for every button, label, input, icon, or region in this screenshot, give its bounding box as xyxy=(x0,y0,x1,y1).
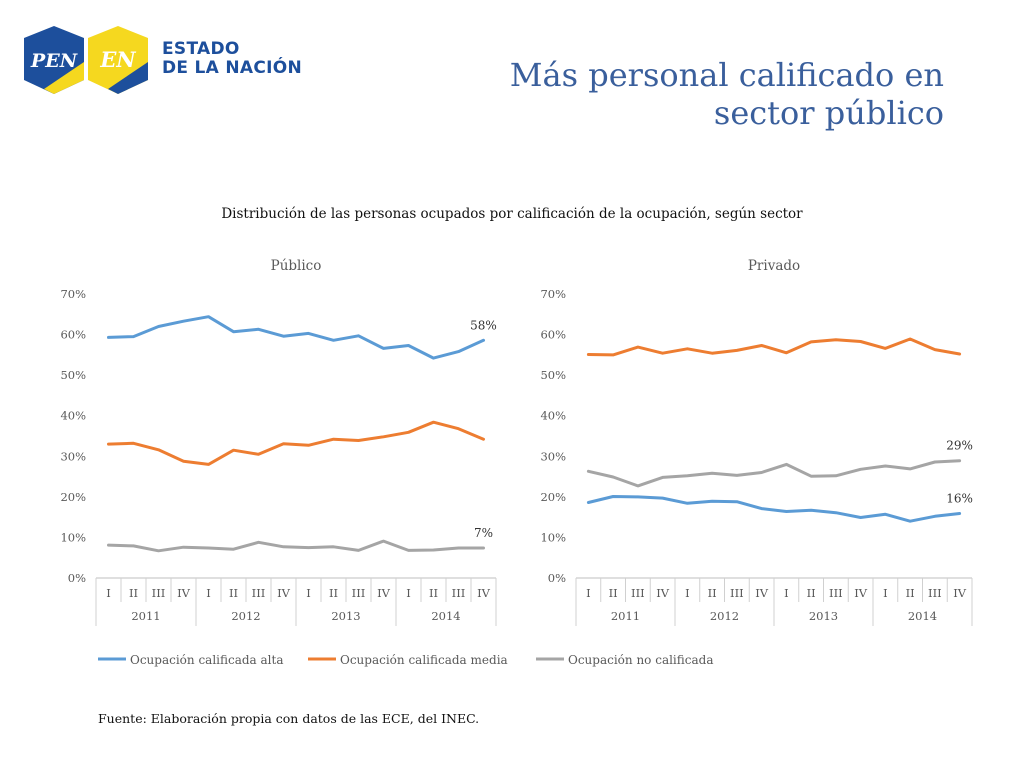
quarter-tick-label: I xyxy=(784,586,789,600)
en-logo-accent xyxy=(108,62,148,94)
year-tick-label: 2011 xyxy=(611,609,640,623)
logo-wordmark: ESTADO DE LA NACIÓN xyxy=(162,40,302,78)
en-logo-text: EN xyxy=(99,47,136,72)
quarter-tick-label: I xyxy=(586,586,591,600)
end-data-label: 7% xyxy=(474,526,493,540)
y-tick-label: 40% xyxy=(540,409,566,423)
legend-label: Ocupación calificada media xyxy=(340,653,508,667)
year-tick-label: 2012 xyxy=(710,609,739,623)
quarter-tick-label: I xyxy=(685,586,690,600)
quarter-tick-label: II xyxy=(609,586,618,600)
year-tick-label: 2013 xyxy=(331,609,360,623)
quarter-tick-label: IV xyxy=(755,586,769,600)
y-tick-label: 30% xyxy=(60,449,86,463)
y-tick-label: 30% xyxy=(540,449,566,463)
logo-line2: DE LA NACIÓN xyxy=(162,58,303,78)
y-tick-label: 20% xyxy=(540,490,566,504)
series-line-alta xyxy=(107,315,485,360)
estado-de-la-nacion-logo: PEN EN xyxy=(24,26,148,94)
legend-label: Ocupación calificada alta xyxy=(130,653,284,667)
series-line-no xyxy=(586,459,962,488)
page-title-line1: Más personal calificado en xyxy=(509,56,944,94)
quarter-tick-label: III xyxy=(730,586,744,600)
y-tick-label: 50% xyxy=(60,368,86,382)
quarter-tick-label: III xyxy=(352,586,366,600)
year-tick-label: 2014 xyxy=(431,609,460,623)
legend-label: Ocupación no calificada xyxy=(568,653,713,667)
quarter-tick-label: IV xyxy=(953,586,967,600)
logo-line1: ESTADO xyxy=(162,39,240,59)
page-title: Más personal calificado en sector públic… xyxy=(384,56,944,132)
series-line-alta xyxy=(586,495,962,523)
quarter-tick-label: I xyxy=(306,586,311,600)
year-tick-label: 2014 xyxy=(908,609,937,623)
y-tick-label: 0% xyxy=(68,571,86,585)
quarter-tick-label: II xyxy=(708,586,717,600)
quarter-tick-label: III xyxy=(928,586,942,600)
y-tick-label: 60% xyxy=(60,328,86,342)
quarter-tick-label: IV xyxy=(656,586,670,600)
chart-subtitle: Distribución de las personas ocupados po… xyxy=(221,206,803,222)
quarter-tick-label: I xyxy=(883,586,888,600)
series-line-no xyxy=(107,539,485,553)
series-line-media xyxy=(107,420,485,466)
quarter-tick-label: I xyxy=(206,586,211,600)
quarter-tick-label: III xyxy=(452,586,466,600)
quarter-tick-label: III xyxy=(152,586,166,600)
year-tick-label: 2012 xyxy=(231,609,260,623)
quarter-tick-label: II xyxy=(229,586,238,600)
quarter-tick-label: II xyxy=(906,586,915,600)
y-tick-label: 20% xyxy=(60,490,86,504)
panel-title: Privado xyxy=(748,258,800,274)
quarter-tick-label: II xyxy=(329,586,338,600)
quarter-tick-label: IV xyxy=(277,586,291,600)
quarter-tick-label: IV xyxy=(477,586,491,600)
quarter-tick-label: III xyxy=(631,586,645,600)
quarter-tick-label: I xyxy=(106,586,111,600)
quarter-tick-label: II xyxy=(129,586,138,600)
series-line-media xyxy=(586,337,962,357)
y-tick-label: 40% xyxy=(60,409,86,423)
quarter-tick-label: II xyxy=(807,586,816,600)
pen-logo-text: PEN xyxy=(30,50,78,72)
year-tick-label: 2013 xyxy=(809,609,838,623)
quarter-tick-label: I xyxy=(406,586,411,600)
pen-logo-accent xyxy=(44,62,84,94)
y-tick-label: 60% xyxy=(540,328,566,342)
y-tick-label: 50% xyxy=(540,368,566,382)
quarter-tick-label: II xyxy=(429,586,438,600)
quarter-tick-label: IV xyxy=(177,586,191,600)
quarter-tick-label: IV xyxy=(377,586,391,600)
y-tick-label: 0% xyxy=(548,571,566,585)
quarter-tick-label: III xyxy=(829,586,843,600)
panel-title: Público xyxy=(271,258,322,274)
page-title-line2: sector público xyxy=(713,94,944,132)
year-tick-label: 2011 xyxy=(131,609,160,623)
y-tick-label: 10% xyxy=(540,530,566,544)
quarter-tick-label: IV xyxy=(854,586,868,600)
end-data-label: 58% xyxy=(470,318,497,332)
y-tick-label: 70% xyxy=(60,287,86,301)
source-note: Fuente: Elaboración propia con datos de … xyxy=(98,711,480,726)
quarter-tick-label: III xyxy=(252,586,266,600)
y-tick-label: 10% xyxy=(60,530,86,544)
end-data-label: 16% xyxy=(946,491,973,505)
end-data-label: 29% xyxy=(946,439,973,453)
y-tick-label: 70% xyxy=(540,287,566,301)
